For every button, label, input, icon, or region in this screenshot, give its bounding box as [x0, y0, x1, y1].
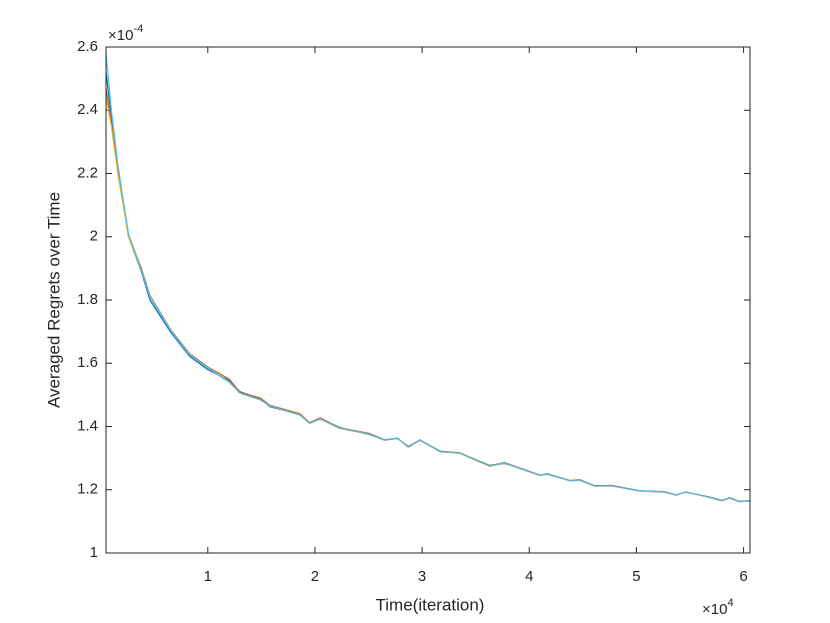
x-axis-label: Time(iteration) — [376, 595, 485, 614]
y-axis-label: Averaged Regrets over Time — [44, 192, 63, 408]
x-multiplier: ×104 — [702, 597, 734, 618]
y-multiplier: ×10-4 — [108, 23, 143, 44]
y-tick-label: 1 — [90, 544, 98, 561]
x-tick-label: 4 — [525, 568, 533, 585]
y-multiplier-exponent: -4 — [133, 23, 143, 35]
series-line — [105, 53, 751, 503]
y-tick-label: 2.4 — [77, 101, 98, 118]
x-tick-label: 3 — [418, 568, 426, 585]
x-tick-label: 2 — [311, 568, 319, 585]
x-multiplier-exponent: 4 — [727, 597, 733, 609]
y-tick-label: 2.6 — [77, 38, 98, 55]
y-multiplier-base: ×10 — [108, 27, 133, 44]
y-tick-label: 1.6 — [77, 354, 98, 371]
x-tick-label: 1 — [204, 568, 212, 585]
y-tick-label: 1.8 — [77, 291, 98, 308]
x-multiplier-base: ×10 — [702, 601, 727, 618]
y-tick-label: 1.2 — [77, 481, 98, 498]
y-tick-label: 2.2 — [77, 164, 98, 181]
plot-frame — [105, 46, 751, 554]
x-tick-label: 6 — [739, 568, 747, 585]
y-tick-label: 1.4 — [77, 417, 98, 434]
y-tick-label: 2 — [90, 228, 98, 245]
x-tick-label: 5 — [632, 568, 640, 585]
